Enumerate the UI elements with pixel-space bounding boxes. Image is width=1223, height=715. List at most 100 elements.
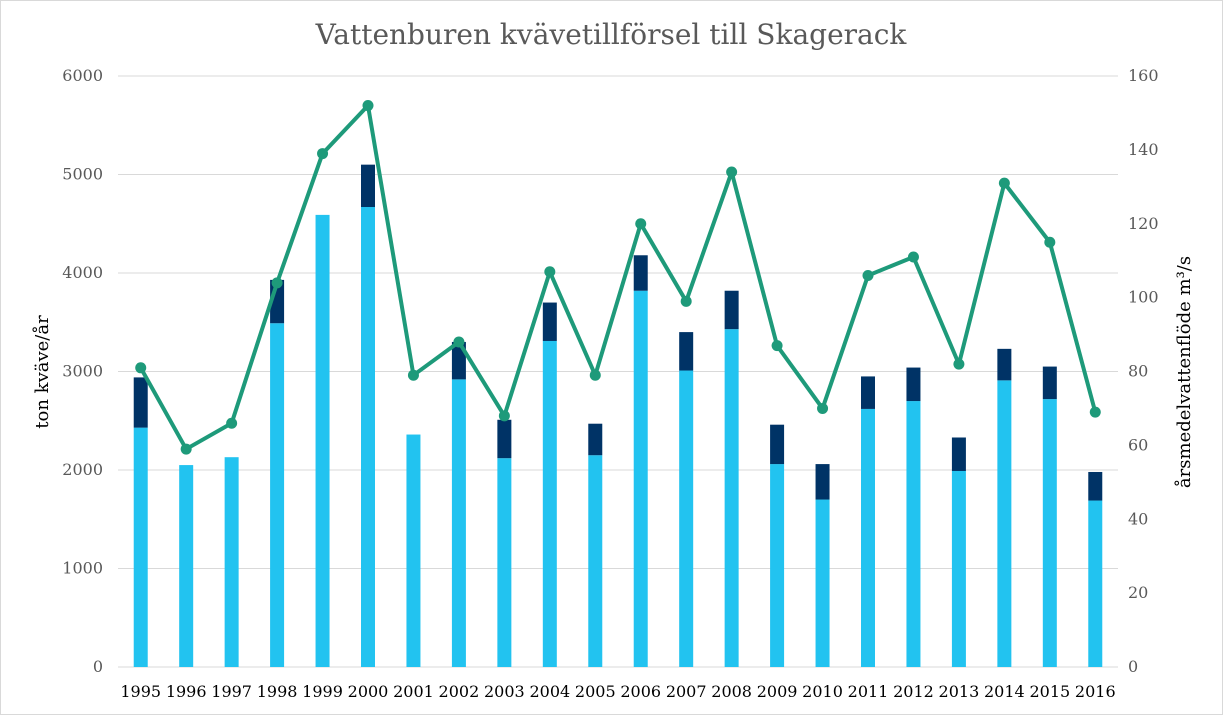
bars bbox=[133, 164, 1103, 667]
flow-line-path bbox=[138, 103, 1098, 452]
x-tick-label: 2000 bbox=[348, 682, 389, 701]
x-tick-label: 2004 bbox=[529, 682, 570, 701]
flow-point bbox=[407, 369, 419, 381]
flow-point bbox=[635, 218, 647, 230]
y2-tick-label: 20 bbox=[1128, 583, 1148, 602]
bar-lower bbox=[224, 457, 239, 667]
x-tick-label: 2006 bbox=[620, 682, 661, 701]
bar-lower bbox=[633, 290, 648, 667]
bar-upper bbox=[906, 367, 921, 402]
x-tick-labels: 1995 1996 1997 1998 1999 2000 2001 2002 2003 2004… bbox=[120, 682, 1115, 701]
y2-tick-label: 60 bbox=[1128, 435, 1148, 454]
bar-upper bbox=[951, 437, 966, 471]
bar-lower bbox=[270, 323, 285, 667]
x-tick-label: 2013 bbox=[939, 682, 980, 701]
y-tick-label: 4000 bbox=[62, 263, 103, 282]
y-tick-label: 3000 bbox=[62, 362, 103, 381]
y-tick-label: 1000 bbox=[62, 559, 103, 578]
chart-title: Vattenburen kvävetillförsel till Skagera… bbox=[315, 18, 908, 51]
y2-tick-label: 160 bbox=[1128, 66, 1159, 85]
bar-upper bbox=[588, 423, 603, 456]
y2-tick-label: 100 bbox=[1128, 288, 1159, 307]
bar-upper bbox=[724, 290, 739, 330]
bar-upper bbox=[361, 164, 375, 208]
bar-lower bbox=[724, 329, 739, 667]
bar-lower bbox=[861, 408, 875, 667]
flow-point bbox=[589, 369, 601, 381]
x-tick-label: 1998 bbox=[257, 682, 298, 701]
x-tick-label: 2010 bbox=[802, 682, 843, 701]
x-tick-label: 1999 bbox=[302, 682, 343, 701]
bar-lower bbox=[951, 470, 966, 667]
flow-point bbox=[180, 443, 192, 455]
flow-point bbox=[998, 177, 1010, 189]
flow-point bbox=[680, 295, 692, 307]
x-tick-label: 2012 bbox=[893, 682, 934, 701]
flow-point bbox=[1044, 236, 1056, 248]
x-tick-label: 2015 bbox=[1029, 682, 1070, 701]
x-tick-label: 2005 bbox=[575, 682, 616, 701]
bar-upper bbox=[997, 348, 1012, 381]
bar-upper bbox=[1088, 471, 1103, 501]
flow-point bbox=[771, 340, 783, 352]
y-tick-labels: 0 1000 2000 3000 4000 5000 6000 bbox=[62, 66, 103, 676]
x-tick-label: 1995 bbox=[120, 682, 161, 701]
x-tick-label: 2011 bbox=[848, 682, 889, 701]
flow-point bbox=[953, 358, 965, 370]
y2-tick-label: 140 bbox=[1128, 140, 1159, 159]
bar-lower bbox=[1042, 399, 1057, 667]
bar-upper bbox=[542, 302, 557, 341]
flow-point bbox=[498, 410, 510, 422]
y-tick-label: 6000 bbox=[62, 66, 103, 85]
y-tick-label: 5000 bbox=[62, 165, 103, 184]
x-tick-label: 2001 bbox=[393, 682, 434, 701]
flow-point bbox=[1089, 406, 1101, 418]
x-tick-label: 2014 bbox=[984, 682, 1025, 701]
bar-upper bbox=[1042, 366, 1057, 400]
y-axis-label: ton kväve/år bbox=[31, 315, 53, 429]
y2-tick-label: 40 bbox=[1128, 509, 1148, 528]
flow-point bbox=[907, 251, 919, 263]
bar-lower bbox=[451, 379, 466, 667]
y-tick-label: 0 bbox=[93, 657, 103, 676]
bar-upper bbox=[133, 377, 148, 428]
bar-lower bbox=[315, 214, 330, 667]
flow-point bbox=[862, 269, 874, 281]
gridlines bbox=[118, 75, 1118, 668]
bar-lower bbox=[1088, 500, 1103, 667]
flow-point bbox=[362, 100, 374, 112]
y2-tick-label: 120 bbox=[1128, 214, 1159, 233]
bar-lower bbox=[815, 499, 830, 667]
bar-lower bbox=[997, 380, 1012, 667]
bar-lower bbox=[497, 458, 512, 667]
bar-lower bbox=[361, 207, 375, 667]
x-tick-label: 1997 bbox=[211, 682, 252, 701]
y2-tick-label: 80 bbox=[1128, 362, 1148, 381]
flow-point bbox=[135, 362, 147, 374]
x-tick-label: 1996 bbox=[166, 682, 207, 701]
bar-lower bbox=[133, 427, 148, 667]
flow-point bbox=[226, 417, 238, 429]
flow-point bbox=[271, 277, 283, 289]
bar-lower bbox=[588, 455, 603, 667]
y-tick-label: 2000 bbox=[62, 460, 103, 479]
flow-line bbox=[135, 100, 1101, 455]
bar-lower bbox=[679, 370, 694, 667]
flow-point bbox=[726, 166, 738, 178]
flow-point bbox=[817, 402, 829, 414]
bar-upper bbox=[861, 376, 875, 409]
bar-lower bbox=[542, 340, 557, 667]
flow-point bbox=[317, 148, 329, 160]
bar-upper bbox=[679, 332, 694, 371]
x-tick-label: 2016 bbox=[1075, 682, 1116, 701]
x-tick-label: 2002 bbox=[439, 682, 480, 701]
x-tick-label: 2007 bbox=[666, 682, 707, 701]
x-tick-label: 2008 bbox=[711, 682, 752, 701]
bar-lower bbox=[770, 464, 785, 667]
y2-tick-label: 0 bbox=[1128, 657, 1138, 676]
flow-point bbox=[453, 336, 465, 348]
bar-lower bbox=[406, 434, 421, 667]
bar-lower bbox=[179, 465, 194, 667]
bar-upper bbox=[633, 255, 648, 291]
